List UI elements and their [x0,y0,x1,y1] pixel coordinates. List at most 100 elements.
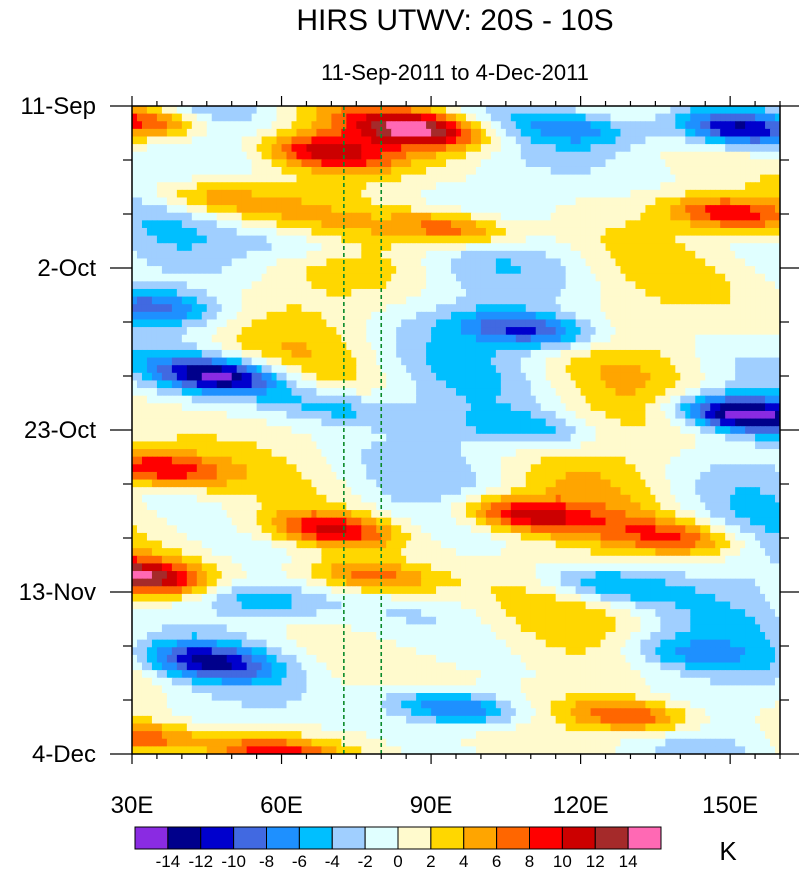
field-cell [426,106,432,115]
field-cell [381,174,387,183]
field-cell [231,235,238,244]
field-cell [411,334,417,343]
field-cell [171,319,178,328]
field-cell [156,380,163,389]
field-cell [251,288,258,298]
field-cell [775,174,780,183]
field-cell [460,304,467,313]
field-cell [151,144,158,153]
field-cell [256,357,263,366]
field-cell [715,144,721,153]
field-cell [670,288,676,298]
field-cell [765,349,771,359]
field-cell [470,212,477,221]
field-cell [306,327,313,336]
field-cell [500,281,507,290]
field-cell [151,220,158,229]
field-cell [211,151,218,160]
field-cell [575,128,582,138]
field-cell [286,304,293,313]
field-cell [745,243,751,252]
field-cell [565,250,572,260]
field-cell [745,182,751,191]
field-cell [361,212,367,221]
field-cell [296,395,303,404]
field-cell [765,121,771,130]
field-cell [241,106,248,115]
field-cell [326,220,332,229]
field-cell [361,205,367,214]
field-cell [266,197,273,206]
field-cell [730,266,736,275]
field-cell [396,296,402,305]
field-cell [426,380,432,389]
field-cell [470,311,477,321]
field-cell [161,189,168,199]
field-cell [251,250,258,260]
field-cell [401,106,407,115]
field-cell [371,266,377,275]
field-cell [351,136,357,145]
field-cell [151,372,158,382]
field-cell [451,144,457,153]
field-cell [386,380,392,389]
field-cell [685,205,691,214]
field-cell [585,319,592,328]
field-cell [181,372,188,382]
field-cell [236,243,243,252]
field-cell [740,197,746,206]
field-cell [156,273,163,282]
field-cell [725,266,731,275]
field-cell [361,136,367,145]
field-cell [580,296,587,305]
field-cell [710,189,716,199]
field-cell [321,311,327,321]
field-cell [176,205,183,214]
field-cell [341,113,347,122]
field-cell [560,121,567,130]
field-cell [241,205,248,214]
field-cell [296,121,303,130]
field-cell [615,235,622,244]
field-cell [201,334,208,343]
field-cell [525,113,532,122]
field-cell [241,311,248,321]
field-cell [336,212,342,221]
field-cell [401,220,407,229]
field-cell [720,113,726,122]
field-cell [456,174,462,183]
field-cell [765,311,771,321]
field-cell [241,327,248,336]
field-cell [615,205,622,214]
field-cell [660,212,666,221]
field-cell [755,296,761,305]
field-cell [635,296,642,305]
field-cell [236,166,243,176]
field-cell [760,327,766,336]
field-cell [495,380,502,389]
field-cell [575,304,582,313]
field-cell [141,258,148,267]
field-cell [680,273,686,282]
field-cell [226,349,233,359]
field-cell [156,357,163,366]
field-cell [705,250,711,260]
field-cell [615,365,622,374]
field-cell [266,113,273,122]
field-cell [296,372,303,382]
field-cell [575,197,582,206]
field-cell [171,327,178,336]
field-cell [505,304,512,313]
field-cell [575,113,582,122]
field-cell [685,304,691,313]
field-cell [431,296,437,305]
field-cell [341,304,347,313]
field-cell [775,266,780,275]
field-cell [266,151,273,160]
field-cell [465,182,472,191]
field-cell [171,349,178,359]
field-cell [760,304,766,313]
field-cell [181,342,188,351]
field-cell [361,166,367,176]
field-cell [346,235,352,244]
